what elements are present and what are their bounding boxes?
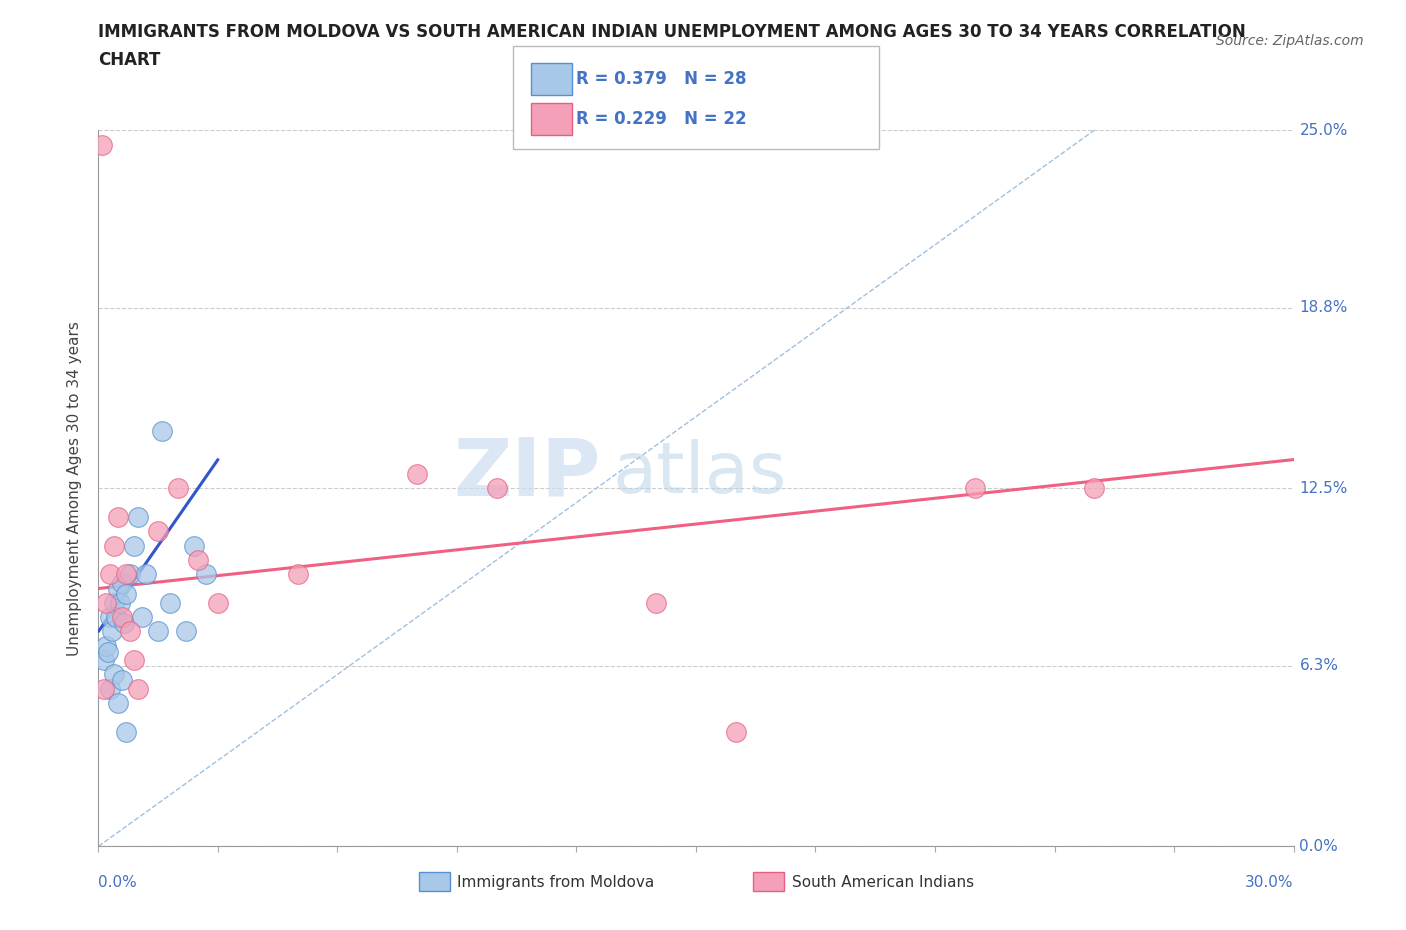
Point: [406, 467, 429, 482]
Point: [127, 682, 149, 697]
Point: [148, 524, 170, 538]
Point: [167, 481, 190, 496]
Point: [485, 481, 508, 496]
Point: [115, 724, 138, 739]
Text: CHART: CHART: [98, 51, 160, 69]
Point: [98, 610, 122, 625]
Text: Source: ZipAtlas.com: Source: ZipAtlas.com: [1216, 34, 1364, 48]
Point: [111, 610, 134, 625]
Point: [103, 595, 125, 610]
Point: [93, 682, 115, 697]
Text: 0.0%: 0.0%: [98, 875, 138, 890]
Point: [287, 566, 309, 581]
Point: [98, 682, 122, 697]
Point: [1083, 481, 1105, 496]
Text: Immigrants from Moldova: Immigrants from Moldova: [457, 874, 654, 890]
Text: 30.0%: 30.0%: [1246, 875, 1294, 890]
Point: [963, 481, 986, 496]
Point: [120, 624, 142, 639]
Point: [107, 510, 129, 525]
Point: [112, 616, 135, 631]
Point: [187, 552, 209, 567]
Point: [150, 423, 173, 438]
Point: [96, 638, 118, 653]
Point: [159, 595, 181, 610]
Point: [110, 595, 132, 610]
Point: [127, 510, 149, 525]
FancyBboxPatch shape: [754, 872, 785, 891]
Text: 0.0%: 0.0%: [1299, 839, 1339, 854]
Point: [93, 653, 115, 668]
Point: [115, 566, 138, 581]
Point: [174, 624, 197, 639]
Point: [724, 724, 747, 739]
Y-axis label: Unemployment Among Ages 30 to 34 years: Unemployment Among Ages 30 to 34 years: [67, 321, 83, 656]
Point: [107, 696, 129, 711]
Text: atlas: atlas: [613, 440, 787, 509]
Point: [91, 137, 114, 152]
Text: 18.8%: 18.8%: [1299, 300, 1348, 315]
Point: [98, 566, 122, 581]
Point: [107, 581, 129, 596]
Text: IMMIGRANTS FROM MOLDOVA VS SOUTH AMERICAN INDIAN UNEMPLOYMENT AMONG AGES 30 TO 3: IMMIGRANTS FROM MOLDOVA VS SOUTH AMERICA…: [98, 23, 1246, 41]
Point: [124, 653, 146, 668]
Point: [195, 566, 218, 581]
Point: [105, 610, 128, 625]
Point: [111, 576, 134, 591]
Point: [148, 624, 170, 639]
Point: [115, 587, 138, 602]
Point: [101, 624, 124, 639]
FancyBboxPatch shape: [419, 872, 450, 891]
Point: [183, 538, 205, 553]
Text: 25.0%: 25.0%: [1299, 123, 1348, 138]
Point: [124, 538, 146, 553]
Text: R = 0.379   N = 28: R = 0.379 N = 28: [576, 70, 747, 88]
Text: R = 0.229   N = 22: R = 0.229 N = 22: [576, 110, 747, 128]
Point: [96, 595, 118, 610]
Point: [97, 644, 120, 659]
Text: 6.3%: 6.3%: [1299, 658, 1339, 673]
Point: [103, 667, 125, 682]
Point: [120, 566, 142, 581]
Point: [103, 538, 125, 553]
Text: ZIP: ZIP: [453, 435, 600, 513]
Text: South American Indians: South American Indians: [792, 874, 974, 890]
Point: [111, 672, 134, 687]
Point: [207, 595, 229, 610]
Point: [135, 566, 157, 581]
Point: [131, 610, 153, 625]
Point: [645, 595, 668, 610]
Text: 12.5%: 12.5%: [1299, 481, 1348, 496]
